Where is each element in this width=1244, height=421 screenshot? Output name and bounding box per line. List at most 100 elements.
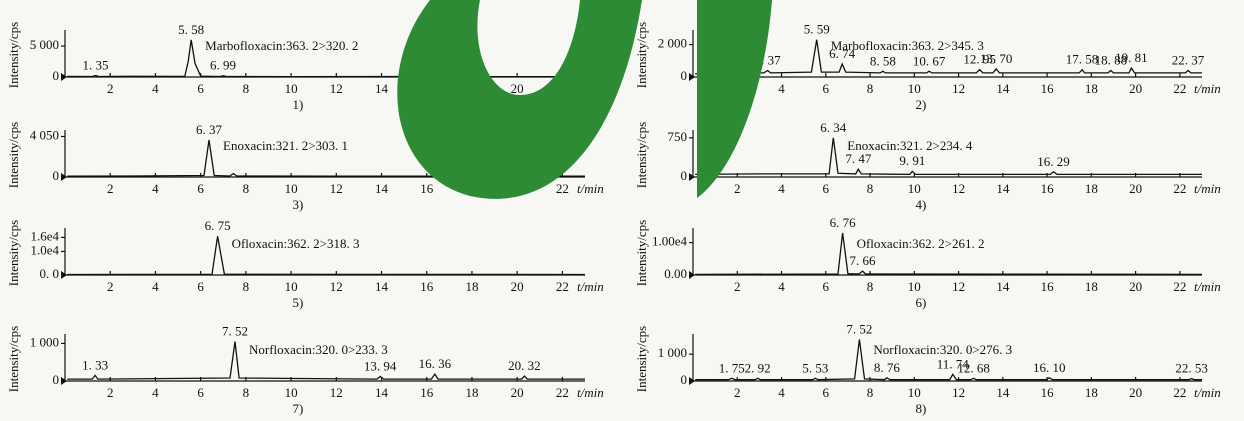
x-tick-label: 16 <box>1041 385 1055 400</box>
peak-label: 6. 75 <box>205 218 231 233</box>
peak-label: 16. 29 <box>1037 154 1070 169</box>
x-tick-label: 2 <box>107 279 114 294</box>
x-tick-label: 22 <box>1173 385 1186 400</box>
x-tick-label: 14 <box>375 81 389 96</box>
x-tick-label: 4 <box>778 81 785 96</box>
y-tick-label: 1 000 <box>30 334 59 349</box>
x-tick-label: 10 <box>285 279 298 294</box>
x-axis-label: t/min <box>577 279 604 294</box>
x-tick-label: 10 <box>908 81 921 96</box>
peak-label: 8. 76 <box>874 360 901 375</box>
x-tick-label: 20 <box>1129 385 1142 400</box>
panel-label: 8) <box>916 401 927 416</box>
x-tick-label: 18 <box>1085 279 1098 294</box>
compound-label: Marbofloxacin:363. 2>320. 2 <box>205 38 358 53</box>
x-tick-label: 22 <box>1173 81 1186 96</box>
y-tick-label: 0 <box>53 168 60 183</box>
x-tick-label: 8 <box>867 181 874 196</box>
x-tick-label: 22 <box>556 181 569 196</box>
x-tick-label: 8 <box>243 385 250 400</box>
y-tick-label: 4 050 <box>30 127 59 142</box>
peak-label: 7. 52 <box>846 321 872 336</box>
x-tick-label: 12 <box>952 81 965 96</box>
peak-label: 13. 70 <box>980 51 1013 66</box>
x-tick-label: 18 <box>465 81 478 96</box>
y-tick-label: 1.6e4 <box>30 228 59 243</box>
x-tick-label: 16 <box>420 181 434 196</box>
y-tick-label: 0. 0 <box>40 266 60 281</box>
compound-label: Norfloxacin:320. 0>276. 3 <box>873 342 1012 357</box>
x-tick-label: 16 <box>1041 279 1055 294</box>
x-tick-label: 2 <box>107 81 114 96</box>
x-tick-label: 12 <box>330 81 343 96</box>
x-tick-label: 12 <box>952 181 965 196</box>
x-tick-label: 16 <box>420 385 434 400</box>
x-tick-label: 18 <box>1085 181 1098 196</box>
compound-label: Ofloxacin:362. 2>318. 3 <box>232 236 360 251</box>
y-tick-label: 0 <box>681 168 688 183</box>
x-axis-label: t/min <box>577 385 604 400</box>
x-axis-label: t/min <box>1194 81 1221 96</box>
chart: 24681012141618202205 000t/minIntensity/c… <box>0 0 1244 421</box>
x-tick-label: 22 <box>556 279 569 294</box>
peak-label: 5. 53 <box>802 360 828 375</box>
compound-label: Enoxacin:321. 2>303. 1 <box>223 138 348 153</box>
peak-label: 7. 66 <box>850 253 877 268</box>
x-tick-label: 6 <box>197 385 204 400</box>
x-tick-label: 20 <box>1129 181 1142 196</box>
x-tick-label: 18 <box>1085 81 1098 96</box>
x-tick-label: 10 <box>285 81 298 96</box>
x-tick-label: 22 <box>556 81 569 96</box>
x-axis-label: t/min <box>577 81 604 96</box>
peak-label: 22. 53 <box>1175 361 1208 376</box>
x-tick-label: 14 <box>375 385 389 400</box>
x-tick-label: 16 <box>420 81 434 96</box>
x-tick-label: 12 <box>952 385 965 400</box>
x-tick-label: 4 <box>778 385 785 400</box>
x-tick-label: 6 <box>823 385 830 400</box>
y-tick-label: 0 <box>681 68 688 83</box>
peak-label: 5. 59 <box>804 22 830 37</box>
x-tick-label: 22 <box>556 385 569 400</box>
compound-label: Marbofloxacin:363. 2>345. 3 <box>831 38 984 53</box>
x-tick-label: 10 <box>908 385 921 400</box>
x-tick-label: 8 <box>867 385 874 400</box>
x-tick-label: 22 <box>1173 279 1186 294</box>
x-tick-label: 8 <box>243 181 250 196</box>
x-tick-label: 2 <box>107 385 114 400</box>
x-tick-label: 14 <box>996 81 1010 96</box>
panel-label: 5) <box>292 295 303 310</box>
x-tick-label: 18 <box>465 181 478 196</box>
x-axis-label: t/min <box>1194 181 1221 196</box>
y-axis-label: Intensity/cps <box>6 122 21 188</box>
peak-label: 1. 33 <box>82 357 108 372</box>
y-axis-label: Intensity/cps <box>6 220 21 286</box>
peak-label: 6. 76 <box>830 215 857 230</box>
y-tick-label: 0 <box>53 68 60 83</box>
panel-label: 4) <box>916 197 927 212</box>
x-tick-label: 4 <box>152 181 159 196</box>
peak-label: 6. 99 <box>210 58 236 73</box>
panel-label: 2) <box>916 97 927 112</box>
x-tick-label: 16 <box>1041 81 1055 96</box>
compound-label: Ofloxacin:362. 2>261. 2 <box>857 236 985 251</box>
x-tick-label: 20 <box>511 181 524 196</box>
figure: 24681012141618202205 000t/minIntensity/c… <box>0 0 1244 421</box>
panel-label: 3) <box>292 197 303 212</box>
y-axis-label: Intensity/cps <box>6 326 21 392</box>
x-tick-label: 6 <box>197 181 204 196</box>
x-tick-label: 4 <box>152 279 159 294</box>
x-tick-label: 20 <box>1129 81 1142 96</box>
x-tick-label: 18 <box>465 279 478 294</box>
x-tick-label: 4 <box>778 181 785 196</box>
x-tick-label: 8 <box>867 81 874 96</box>
x-tick-label: 20 <box>511 385 524 400</box>
x-tick-label: 20 <box>511 279 524 294</box>
peak-label: 16. 36 <box>419 356 452 371</box>
peak-label: 9. 91 <box>899 153 925 168</box>
y-axis-label: Intensity/cps <box>634 326 649 392</box>
peak-label: 1. 75 <box>719 360 745 375</box>
peak-label: 7. 52 <box>222 324 248 339</box>
y-tick-label: 0.00 <box>664 266 687 281</box>
y-tick-label: 1.00e4 <box>652 234 688 249</box>
